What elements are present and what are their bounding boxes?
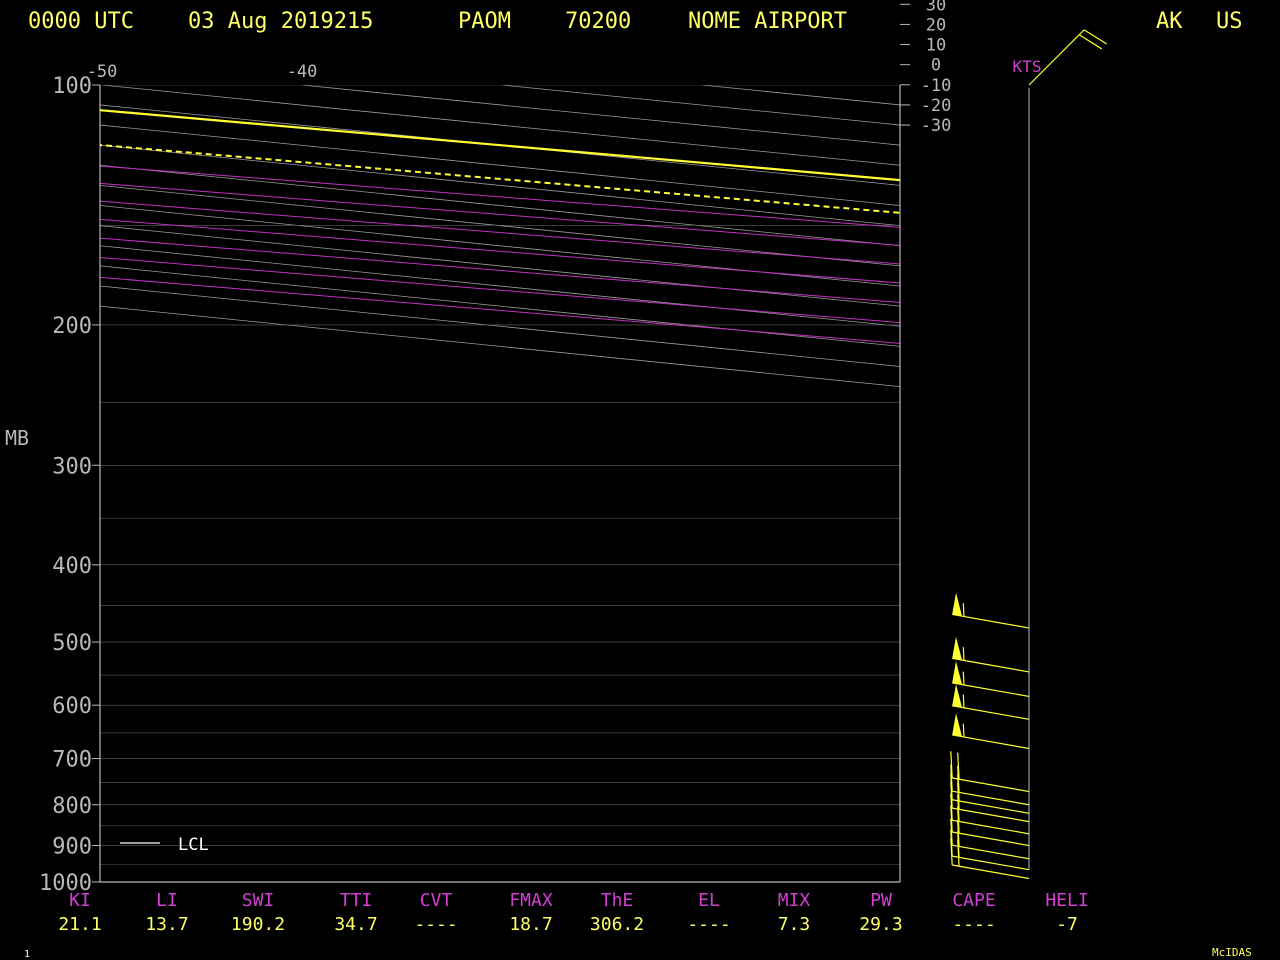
header-time: 0000 UTC	[28, 9, 134, 34]
stability-indices: KI 21.1 LI 13.7 SWI 190.2 TTI 34.7 CVT ---- FMAX 18…	[58, 890, 1088, 935]
index-value: 13.7	[145, 914, 188, 935]
axis-labels: 0.25135710152010020030040050060070080090…	[39, 0, 952, 896]
pressure-tick-label: 200	[52, 314, 92, 339]
right-temperature-label: -30	[921, 116, 952, 136]
dry-adiabat-line	[100, 182, 900, 246]
index-label: FMAX	[509, 890, 553, 911]
isotherm-line	[100, 305, 900, 388]
index-value: 29.3	[859, 914, 902, 935]
index-label: PW	[870, 890, 892, 911]
header-station-number: 70200	[565, 9, 631, 34]
pressure-tick-label: 400	[52, 554, 92, 579]
index-value: 34.7	[334, 914, 377, 935]
header: 0000 UTC 03 Aug 2019215 PAOM 70200 NOME …	[28, 9, 1243, 34]
y-axis-label: MB	[5, 426, 29, 450]
isotherm-line	[301, 85, 900, 146]
isotherm-line	[100, 164, 900, 247]
right-temperature-label: 30	[926, 0, 946, 15]
wind-barb	[950, 838, 1030, 880]
right-temperature-label: 20	[926, 15, 946, 35]
right-temperature-label: 10	[926, 36, 946, 56]
index-label: ThE	[601, 890, 634, 911]
dry-adiabat-line	[100, 218, 900, 284]
wind-barb	[950, 781, 1030, 823]
sounding-profiles	[100, 109, 900, 214]
wind-barb	[950, 793, 1030, 835]
index-label: MIX	[778, 890, 811, 911]
wind-barb	[950, 751, 1030, 793]
header-state: AK	[1156, 9, 1183, 34]
index-value: -7	[1056, 914, 1078, 935]
page-number: 1	[24, 949, 30, 960]
pressure-tick-label: 900	[52, 835, 92, 860]
isotherm-line	[100, 104, 900, 186]
top-temperature-label: -50	[87, 62, 118, 82]
header-station-id: PAOM	[458, 9, 511, 34]
axes	[92, 3, 910, 883]
isotherm-line	[100, 225, 900, 307]
isotherm-line	[100, 144, 900, 227]
index-value: 18.7	[509, 914, 552, 935]
isotherm-line	[100, 245, 900, 327]
wind-barb	[950, 805, 1030, 847]
wind-barbs	[950, 29, 1108, 880]
index-label: SWI	[242, 890, 275, 911]
isotherm-line	[1102, 85, 1280, 882]
isotherm-line	[100, 185, 900, 267]
isotherm-line	[100, 265, 900, 347]
wind-units-label: KTS	[1013, 57, 1042, 76]
index-value: 190.2	[231, 914, 285, 935]
background-lines	[100, 85, 1280, 882]
mcidas-credit: McIDAS	[1212, 946, 1252, 959]
index-value: 306.2	[590, 914, 644, 935]
wind-barb	[952, 684, 1030, 720]
index-label: CVT	[420, 890, 453, 911]
wind-barb	[1028, 29, 1108, 86]
index-label: LI	[156, 890, 178, 911]
wind-barb	[952, 636, 1030, 673]
pressure-tick-label: 500	[52, 631, 92, 656]
dry-adiabat-line	[100, 256, 900, 324]
header-country: US	[1216, 9, 1243, 34]
isotherm-line	[701, 85, 900, 106]
index-value: ----	[414, 914, 457, 935]
index-label: EL	[698, 890, 720, 911]
temperature-profile	[100, 109, 900, 182]
dewpoint-profile	[100, 144, 900, 214]
isotherm-line	[100, 124, 900, 206]
lcl-legend: LCL	[120, 835, 209, 855]
index-value: 7.3	[778, 914, 811, 935]
right-temperature-label: -10	[921, 76, 952, 96]
right-temperature-label: 0	[931, 56, 941, 76]
wind-barb	[952, 592, 1030, 629]
index-value: ----	[952, 914, 995, 935]
index-label: CAPE	[952, 890, 995, 911]
index-value: 21.1	[58, 914, 101, 935]
dry-adiabat-line	[100, 237, 900, 304]
wind-barb	[952, 713, 1030, 750]
pressure-tick-label: 100	[52, 74, 92, 99]
dry-adiabat-line	[100, 165, 900, 228]
dry-adiabat-line	[100, 276, 900, 344]
pressure-tick-label: 800	[52, 794, 92, 819]
pressure-tick-label: 300	[52, 454, 92, 479]
index-label: TTI	[340, 890, 373, 911]
pressure-tick-label: 1000	[39, 871, 92, 896]
pressure-tick-label: 600	[52, 694, 92, 719]
right-temperature-label: -20	[921, 96, 952, 116]
header-date: 03 Aug 2019215	[188, 9, 373, 34]
lcl-legend-label: LCL	[178, 835, 209, 855]
top-temperature-label: -40	[287, 62, 318, 82]
index-label: KI	[69, 890, 91, 911]
pressure-tick-label: 700	[52, 748, 92, 773]
wind-barb	[952, 661, 1030, 698]
index-label: HELI	[1045, 890, 1088, 911]
wind-barb	[950, 829, 1030, 871]
isotherm-line	[100, 205, 900, 287]
dry-adiabat-line	[100, 200, 900, 265]
header-station-name: NOME AIRPORT	[688, 9, 847, 34]
index-value: ----	[687, 914, 730, 935]
isotherm-line	[100, 285, 900, 367]
